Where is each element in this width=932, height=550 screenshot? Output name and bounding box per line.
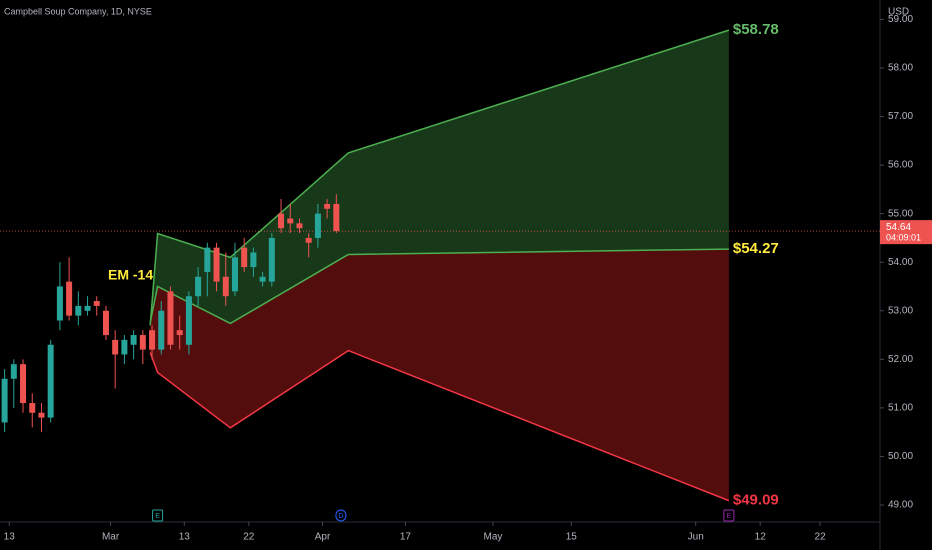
- lower-band: [150, 249, 729, 501]
- y-tick-label: 54.00: [888, 257, 913, 268]
- candle-body: [102, 310, 109, 336]
- candle-body: [149, 330, 156, 350]
- candle-body: [10, 364, 17, 379]
- event-label: D: [338, 513, 343, 520]
- candle-body: [29, 403, 36, 413]
- y-tick-label: 52.00: [888, 354, 913, 365]
- candle-body: [287, 218, 294, 224]
- candle-body: [47, 344, 54, 418]
- x-tick-label: Mar: [102, 532, 120, 543]
- price-tag-label: 54.64: [886, 222, 911, 233]
- candle-body: [1, 378, 8, 423]
- x-tick-label: 22: [243, 532, 255, 543]
- candle-body: [278, 213, 285, 229]
- candle-body: [222, 276, 229, 297]
- candle-body: [296, 223, 303, 229]
- event-label: E: [727, 513, 732, 520]
- y-tick-label: 50.00: [888, 451, 913, 462]
- candle-body: [213, 247, 220, 282]
- candle-body: [231, 257, 238, 292]
- x-tick-label: Jun: [688, 532, 704, 543]
- candle-body: [259, 276, 266, 282]
- upper-band: [150, 30, 729, 326]
- candle-body: [268, 237, 275, 282]
- band-value-label: $54.27: [733, 240, 779, 257]
- candle-body: [38, 412, 45, 418]
- candle-body: [158, 310, 165, 350]
- x-tick-label: May: [484, 532, 503, 543]
- x-tick-label: 22: [815, 532, 827, 543]
- candle-body: [84, 305, 91, 311]
- candle-body: [121, 339, 128, 355]
- event-label: E: [155, 513, 160, 520]
- y-tick-label: 55.00: [888, 208, 913, 219]
- candle-body: [305, 237, 312, 243]
- x-tick-label: 13: [179, 532, 191, 543]
- candle-body: [66, 281, 73, 316]
- currency: USD: [888, 7, 909, 18]
- candle-body: [185, 296, 192, 345]
- band-value-label: $49.09: [733, 492, 779, 509]
- event-marker: [335, 509, 347, 522]
- band-value-label: $58.78: [733, 21, 779, 38]
- candle-body: [93, 301, 100, 306]
- candle-body: [130, 335, 137, 345]
- candle-body: [167, 291, 174, 345]
- y-tick-label: 53.00: [888, 305, 913, 316]
- chart-title: Campbell Soup Company, 1D, NYSE: [4, 6, 152, 16]
- event-marker: [152, 509, 164, 522]
- price-tag: [880, 220, 932, 245]
- x-tick-label: 17: [400, 532, 412, 543]
- annotation: EM -14: [108, 267, 153, 283]
- candle-body: [250, 252, 257, 268]
- candle-body: [56, 286, 63, 321]
- band-line: [149, 248, 729, 325]
- candle-body: [195, 276, 202, 297]
- candle-body: [112, 339, 119, 355]
- candle-body: [139, 335, 146, 350]
- x-tick-label: Apr: [315, 532, 331, 543]
- candle-body: [324, 203, 331, 209]
- y-tick-label: 49.00: [888, 500, 913, 511]
- candle-body: [333, 203, 340, 232]
- event-marker: [723, 509, 735, 522]
- x-tick-label: 12: [755, 532, 767, 543]
- y-tick-label: 51.00: [888, 403, 913, 414]
- y-tick-label: 57.00: [888, 111, 913, 122]
- x-tick-label: 13: [4, 532, 16, 543]
- candle-body: [20, 364, 27, 404]
- y-tick-label: 59.00: [888, 14, 913, 25]
- candle-body: [204, 247, 211, 272]
- y-tick-label: 56.00: [888, 160, 913, 171]
- x-tick-label: 15: [566, 532, 578, 543]
- y-tick-label: 58.00: [888, 63, 913, 74]
- countdown: 04:09:01: [886, 233, 921, 243]
- candle-body: [241, 247, 248, 268]
- candle-body: [75, 305, 82, 316]
- band-line: [149, 349, 730, 502]
- candle-body: [314, 213, 321, 238]
- band-line: [149, 29, 730, 326]
- candle-body: [176, 330, 183, 336]
